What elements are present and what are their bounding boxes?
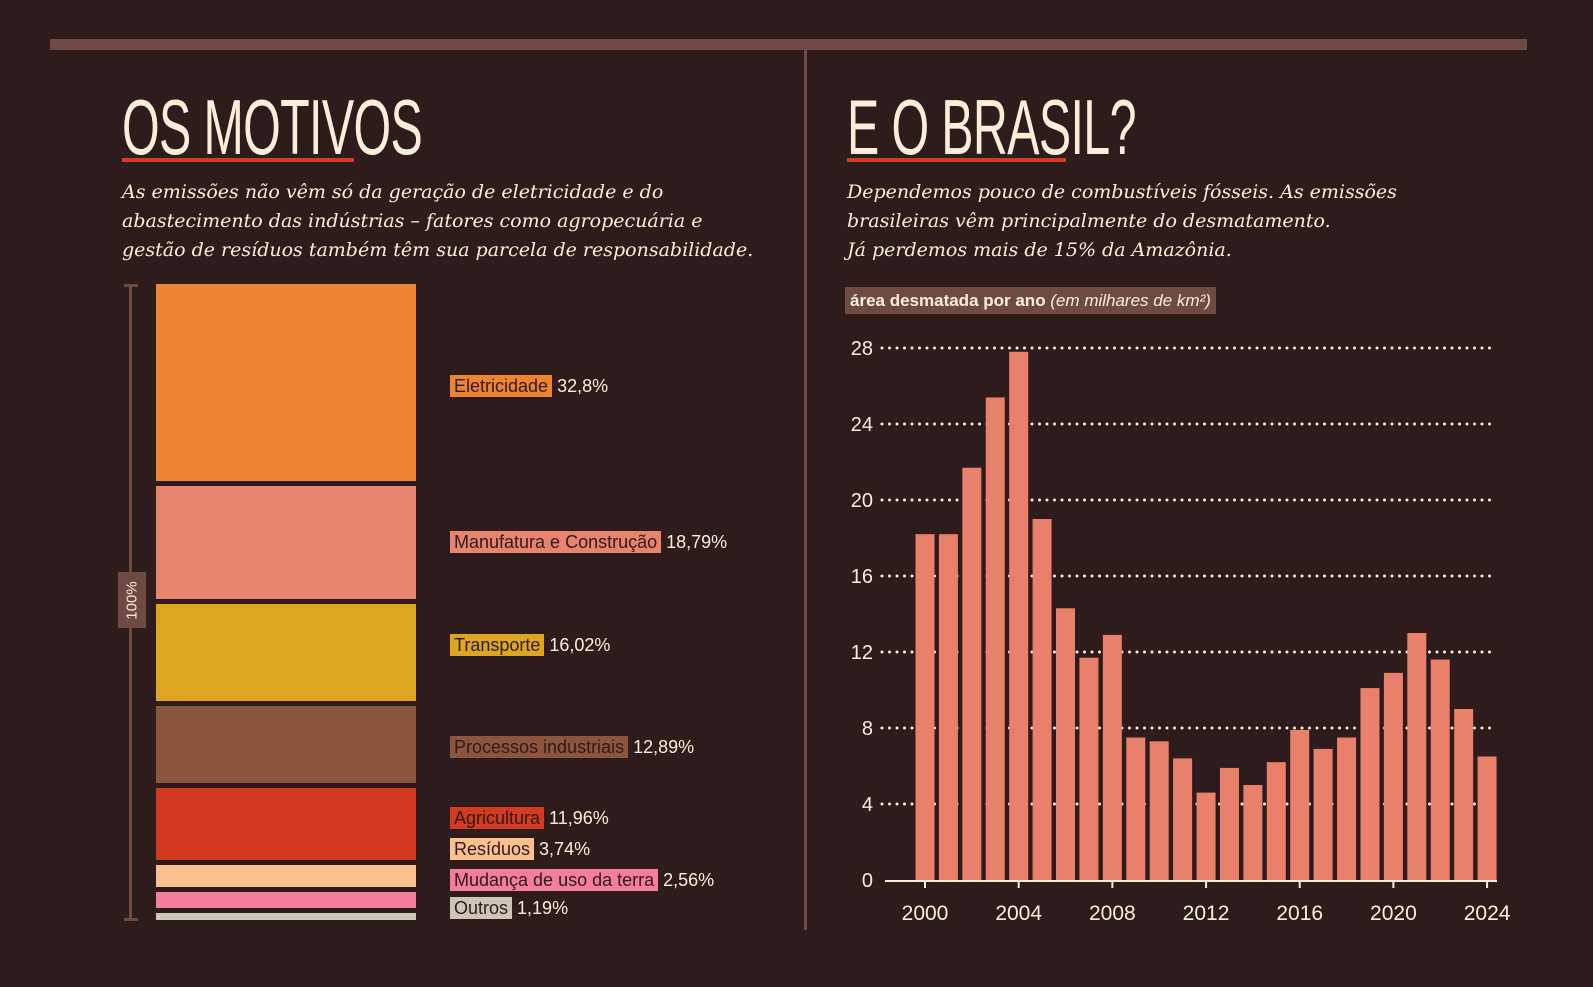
total-label: 100%: [118, 572, 146, 628]
segment-category: Resíduos: [450, 838, 535, 860]
x-tick-label: 2004: [995, 902, 1042, 925]
segment-label: Transporte 16,02%: [450, 634, 610, 656]
segment-value: 16,02%: [549, 634, 611, 655]
bar: [1290, 729, 1310, 880]
segment-category: Transporte: [450, 634, 545, 656]
segment-value: 32,8%: [557, 375, 609, 396]
bar: [1430, 659, 1450, 880]
segment-category: Mudança de uso da terra: [450, 869, 659, 891]
left-title-underline: [122, 158, 354, 162]
segment-value: 12,89%: [633, 736, 695, 757]
stack-segment: [156, 864, 416, 888]
right-title-underline: [847, 158, 1066, 162]
segment-category: Manufatura e Construção: [450, 531, 662, 553]
stack-segment: [156, 892, 416, 908]
segment-value: 1,19%: [517, 897, 569, 918]
segment-category: Agricultura: [450, 807, 545, 829]
bar: [1454, 709, 1474, 880]
y-tick-label: 0: [862, 870, 873, 892]
stack-segment: [156, 284, 416, 482]
bar: [1477, 756, 1497, 880]
stack-segment: [156, 486, 416, 600]
bar: [1313, 748, 1333, 880]
x-tick-label: 2000: [902, 902, 949, 925]
segment-category: Outros: [450, 897, 513, 919]
x-tick-label: 2012: [1183, 902, 1230, 925]
bar: [1126, 737, 1146, 880]
y-tick-label: 24: [851, 414, 873, 436]
segment-label: Outros 1,19%: [450, 897, 568, 919]
chart-label-italic: (em milhares de km²): [1050, 291, 1211, 310]
right-subtitle: Dependemos pouco de combustíveis fósseis…: [847, 178, 1397, 265]
stack-segment: [156, 705, 416, 784]
subtitle-line: Dependemos pouco de combustíveis fósseis…: [847, 181, 1397, 203]
bar: [1383, 672, 1403, 880]
top-rule: [50, 39, 1527, 50]
y-tick-label: 16: [851, 566, 873, 588]
segment-value: 18,79%: [666, 531, 728, 552]
bar: [938, 534, 958, 880]
bar: [1360, 688, 1380, 880]
chart-label: área desmatada por ano (em milhares de k…: [845, 287, 1216, 314]
bar: [1243, 785, 1263, 880]
segment-label: Agricultura 11,96%: [450, 807, 609, 829]
segment-label: Processos industriais 12,89%: [450, 736, 694, 758]
stack-segment: [156, 912, 416, 920]
bar: [1009, 351, 1029, 880]
bar: [985, 397, 1005, 880]
segment-label: Mudança de uso da terra 2,56%: [450, 869, 714, 891]
stack-segment: [156, 604, 416, 701]
segment-category: Eletricidade: [450, 375, 553, 397]
x-tick-label: 2024: [1464, 902, 1511, 925]
y-tick-label: 12: [851, 642, 873, 664]
bar: [1032, 519, 1052, 880]
bar: [1196, 792, 1216, 880]
segment-category: Processos industriais: [450, 736, 629, 758]
y-tick-label: 20: [851, 490, 873, 512]
y-tick-label: 8: [862, 718, 873, 740]
bar: [1102, 634, 1122, 880]
subtitle-line: abastecimento das indústrias – fatores c…: [122, 210, 703, 232]
subtitle-line: gestão de resíduos também têm sua parcel…: [122, 239, 754, 261]
subtitle-line: brasileiras vêm principalmente do desmat…: [847, 210, 1331, 232]
segment-value: 2,56%: [663, 869, 715, 890]
segment-label: Eletricidade 32,8%: [450, 375, 608, 397]
bar: [1149, 741, 1169, 880]
bar: [1266, 762, 1286, 880]
subtitle-line: Já perdemos mais de 15% da Amazônia.: [847, 239, 1232, 261]
x-tick-label: 2008: [1089, 902, 1136, 925]
x-tick-label: 2016: [1276, 902, 1323, 925]
x-tick-label: 2020: [1370, 902, 1417, 925]
left-title: OS MOTIVOS: [122, 83, 423, 171]
bar: [1337, 737, 1357, 880]
y-tick-label: 4: [862, 794, 873, 816]
axis-cap-top: [124, 284, 138, 287]
bar: [1056, 608, 1076, 880]
column-divider: [804, 50, 807, 930]
bar: [1407, 633, 1427, 880]
bar: [1079, 657, 1099, 880]
axis-cap-bottom: [124, 918, 138, 921]
chart-label-bold: área desmatada por ano: [850, 291, 1046, 310]
subtitle-line: As emissões não vêm só da geração de ele…: [122, 181, 664, 203]
right-title: E O BRASIL?: [847, 83, 1136, 171]
bar: [915, 534, 935, 880]
segment-value: 3,74%: [539, 838, 591, 859]
segment-value: 11,96%: [549, 807, 609, 828]
stack-segment: [156, 788, 416, 860]
bar: [1219, 767, 1239, 880]
left-subtitle: As emissões não vêm só da geração de ele…: [122, 178, 753, 265]
segment-label: Resíduos 3,74%: [450, 838, 590, 860]
bar: [962, 467, 982, 880]
bar: [1173, 758, 1193, 880]
y-tick-label: 28: [851, 338, 873, 360]
segment-label: Manufatura e Construção 18,79%: [450, 531, 727, 553]
